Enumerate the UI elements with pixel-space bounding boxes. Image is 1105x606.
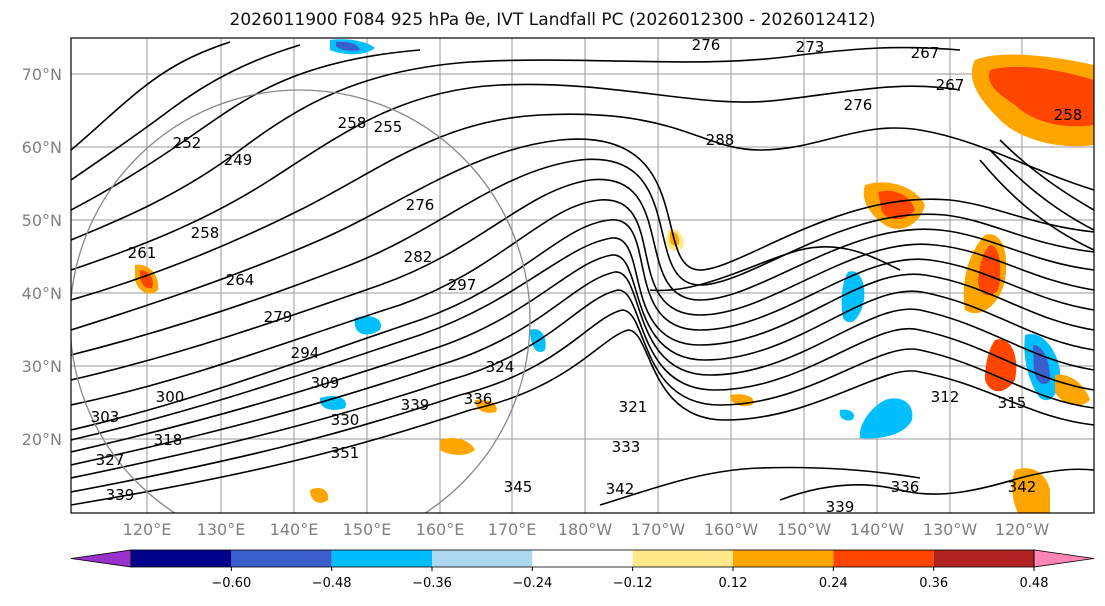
figure-title: 2026011900 F084 925 hPa θe, IVT Landfall… bbox=[229, 10, 876, 30]
contour-label: 342 bbox=[1008, 478, 1037, 496]
map-background bbox=[71, 38, 1094, 513]
contour-label: 339 bbox=[106, 486, 135, 504]
contour-label: 276 bbox=[844, 96, 873, 114]
contour-label: 282 bbox=[404, 248, 433, 266]
colorbar-segment bbox=[131, 550, 232, 567]
contour-label: 279 bbox=[264, 308, 293, 326]
longitude-label: 120°E bbox=[123, 520, 172, 539]
reference-circle bbox=[71, 89, 531, 513]
contour-label: 327 bbox=[96, 451, 125, 469]
longitude-label: 130°W bbox=[923, 520, 978, 539]
contour-label: 294 bbox=[291, 344, 320, 362]
contour-label: 339 bbox=[401, 396, 430, 414]
colorbar-segment bbox=[733, 550, 834, 567]
longitude-label: 150°W bbox=[777, 520, 832, 539]
longitude-label: 170°E bbox=[488, 520, 537, 539]
colorbar-segment bbox=[331, 550, 432, 567]
contour-label: 339 bbox=[826, 498, 855, 516]
contour-label: 321 bbox=[619, 398, 648, 416]
contour-label: 345 bbox=[504, 478, 533, 496]
contour-label: 288 bbox=[706, 131, 735, 149]
contour-label: 252 bbox=[173, 134, 202, 152]
colorbar-extend-high bbox=[1033, 549, 1095, 568]
colorbar-tick-label: 0.36 bbox=[919, 576, 948, 591]
contour-labels: 276 273 267 276 288 252 249 258 255 276 261 258 264 2… bbox=[91, 36, 1083, 516]
colorbar-segment bbox=[432, 550, 533, 567]
colorbar-frame bbox=[130, 549, 1035, 568]
latitude-label: 70°N bbox=[22, 65, 62, 84]
longitude-label: 130°E bbox=[197, 520, 246, 539]
longitude-label: 160°E bbox=[416, 520, 465, 539]
contour-label: 315 bbox=[998, 394, 1027, 412]
contour-label: 336 bbox=[891, 478, 920, 496]
colorbar-ticks: −0.60 −0.48 −0.36 −0.24 −0.12 0.12 0.24 0.36 0.4… bbox=[211, 567, 1049, 591]
contour-label: 309 bbox=[311, 374, 340, 392]
contour-label: 276 bbox=[406, 196, 435, 214]
colorbar-tick-label: 0.12 bbox=[719, 576, 748, 591]
longitude-label: 150°E bbox=[343, 520, 392, 539]
colorbar bbox=[70, 549, 1095, 568]
colorbar-tick-label: −0.48 bbox=[312, 576, 352, 591]
latitude-label: 40°N bbox=[22, 284, 62, 303]
contour-label: 342 bbox=[606, 480, 635, 498]
colorbar-tick-label: 0.48 bbox=[1020, 576, 1049, 591]
contour-label: 324 bbox=[486, 358, 515, 376]
colorbar-segment bbox=[532, 550, 633, 567]
colorbar-tick-label: −0.12 bbox=[613, 576, 653, 591]
longitude-label: 140°W bbox=[850, 520, 905, 539]
longitude-labels: 120°E 130°E 140°E 150°E 160°E 170°E 180°W 170°W… bbox=[123, 520, 1050, 539]
contour-label: 318 bbox=[154, 431, 183, 449]
colorbar-segment bbox=[632, 550, 733, 567]
contour-label: 300 bbox=[156, 388, 185, 406]
latitude-label: 30°N bbox=[22, 357, 62, 376]
colorbar-segment bbox=[231, 550, 332, 567]
contour-label: 312 bbox=[931, 388, 960, 406]
contour-label: 276 bbox=[692, 36, 721, 54]
contour-label: 264 bbox=[226, 271, 255, 289]
colorbar-tick-label: −0.36 bbox=[412, 576, 452, 591]
contour-label: 333 bbox=[612, 438, 641, 456]
colorbar-segment bbox=[833, 550, 934, 567]
contour-label: 273 bbox=[796, 38, 825, 56]
contour-label: 303 bbox=[91, 408, 120, 426]
contour-label: 258 bbox=[1054, 106, 1083, 124]
contour-label: 255 bbox=[374, 118, 403, 136]
contour-label: 330 bbox=[331, 411, 360, 429]
latitude-label: 20°N bbox=[22, 430, 62, 449]
contour-label: 297 bbox=[448, 276, 477, 294]
longitude-label: 120°W bbox=[995, 520, 1050, 539]
theta-e-contours bbox=[71, 41, 1094, 506]
map-content: 276 273 267 276 288 252 249 258 255 276 261 258 264 2… bbox=[71, 36, 1094, 516]
contour-label: 336 bbox=[464, 390, 493, 408]
colorbar-extend-low bbox=[70, 549, 132, 568]
colorbar-tick-label: −0.24 bbox=[512, 576, 552, 591]
latitude-label: 60°N bbox=[22, 138, 62, 157]
latitude-labels: 70°N 60°N 50°N 40°N 30°N 20°N bbox=[22, 65, 62, 449]
longitude-label: 140°E bbox=[270, 520, 319, 539]
contour-label: 258 bbox=[191, 224, 220, 242]
longitude-label: 160°W bbox=[704, 520, 759, 539]
contour-label: 258 bbox=[338, 114, 367, 132]
colorbar-tick-label: 0.24 bbox=[819, 576, 848, 591]
contour-label: 351 bbox=[331, 444, 360, 462]
colorbar-tick-label: −0.60 bbox=[211, 576, 251, 591]
contour-label: 267 bbox=[936, 76, 965, 94]
map-border bbox=[70, 37, 1095, 514]
colorbar-segment bbox=[933, 550, 1034, 567]
longitude-label: 180°W bbox=[558, 520, 613, 539]
contour-label: 261 bbox=[128, 244, 157, 262]
contour-label: 249 bbox=[224, 151, 253, 169]
ivt-anomaly-fill bbox=[135, 39, 1094, 513]
latitude-label: 50°N bbox=[22, 211, 62, 230]
contour-label: 267 bbox=[911, 44, 940, 62]
longitude-label: 170°W bbox=[631, 520, 686, 539]
